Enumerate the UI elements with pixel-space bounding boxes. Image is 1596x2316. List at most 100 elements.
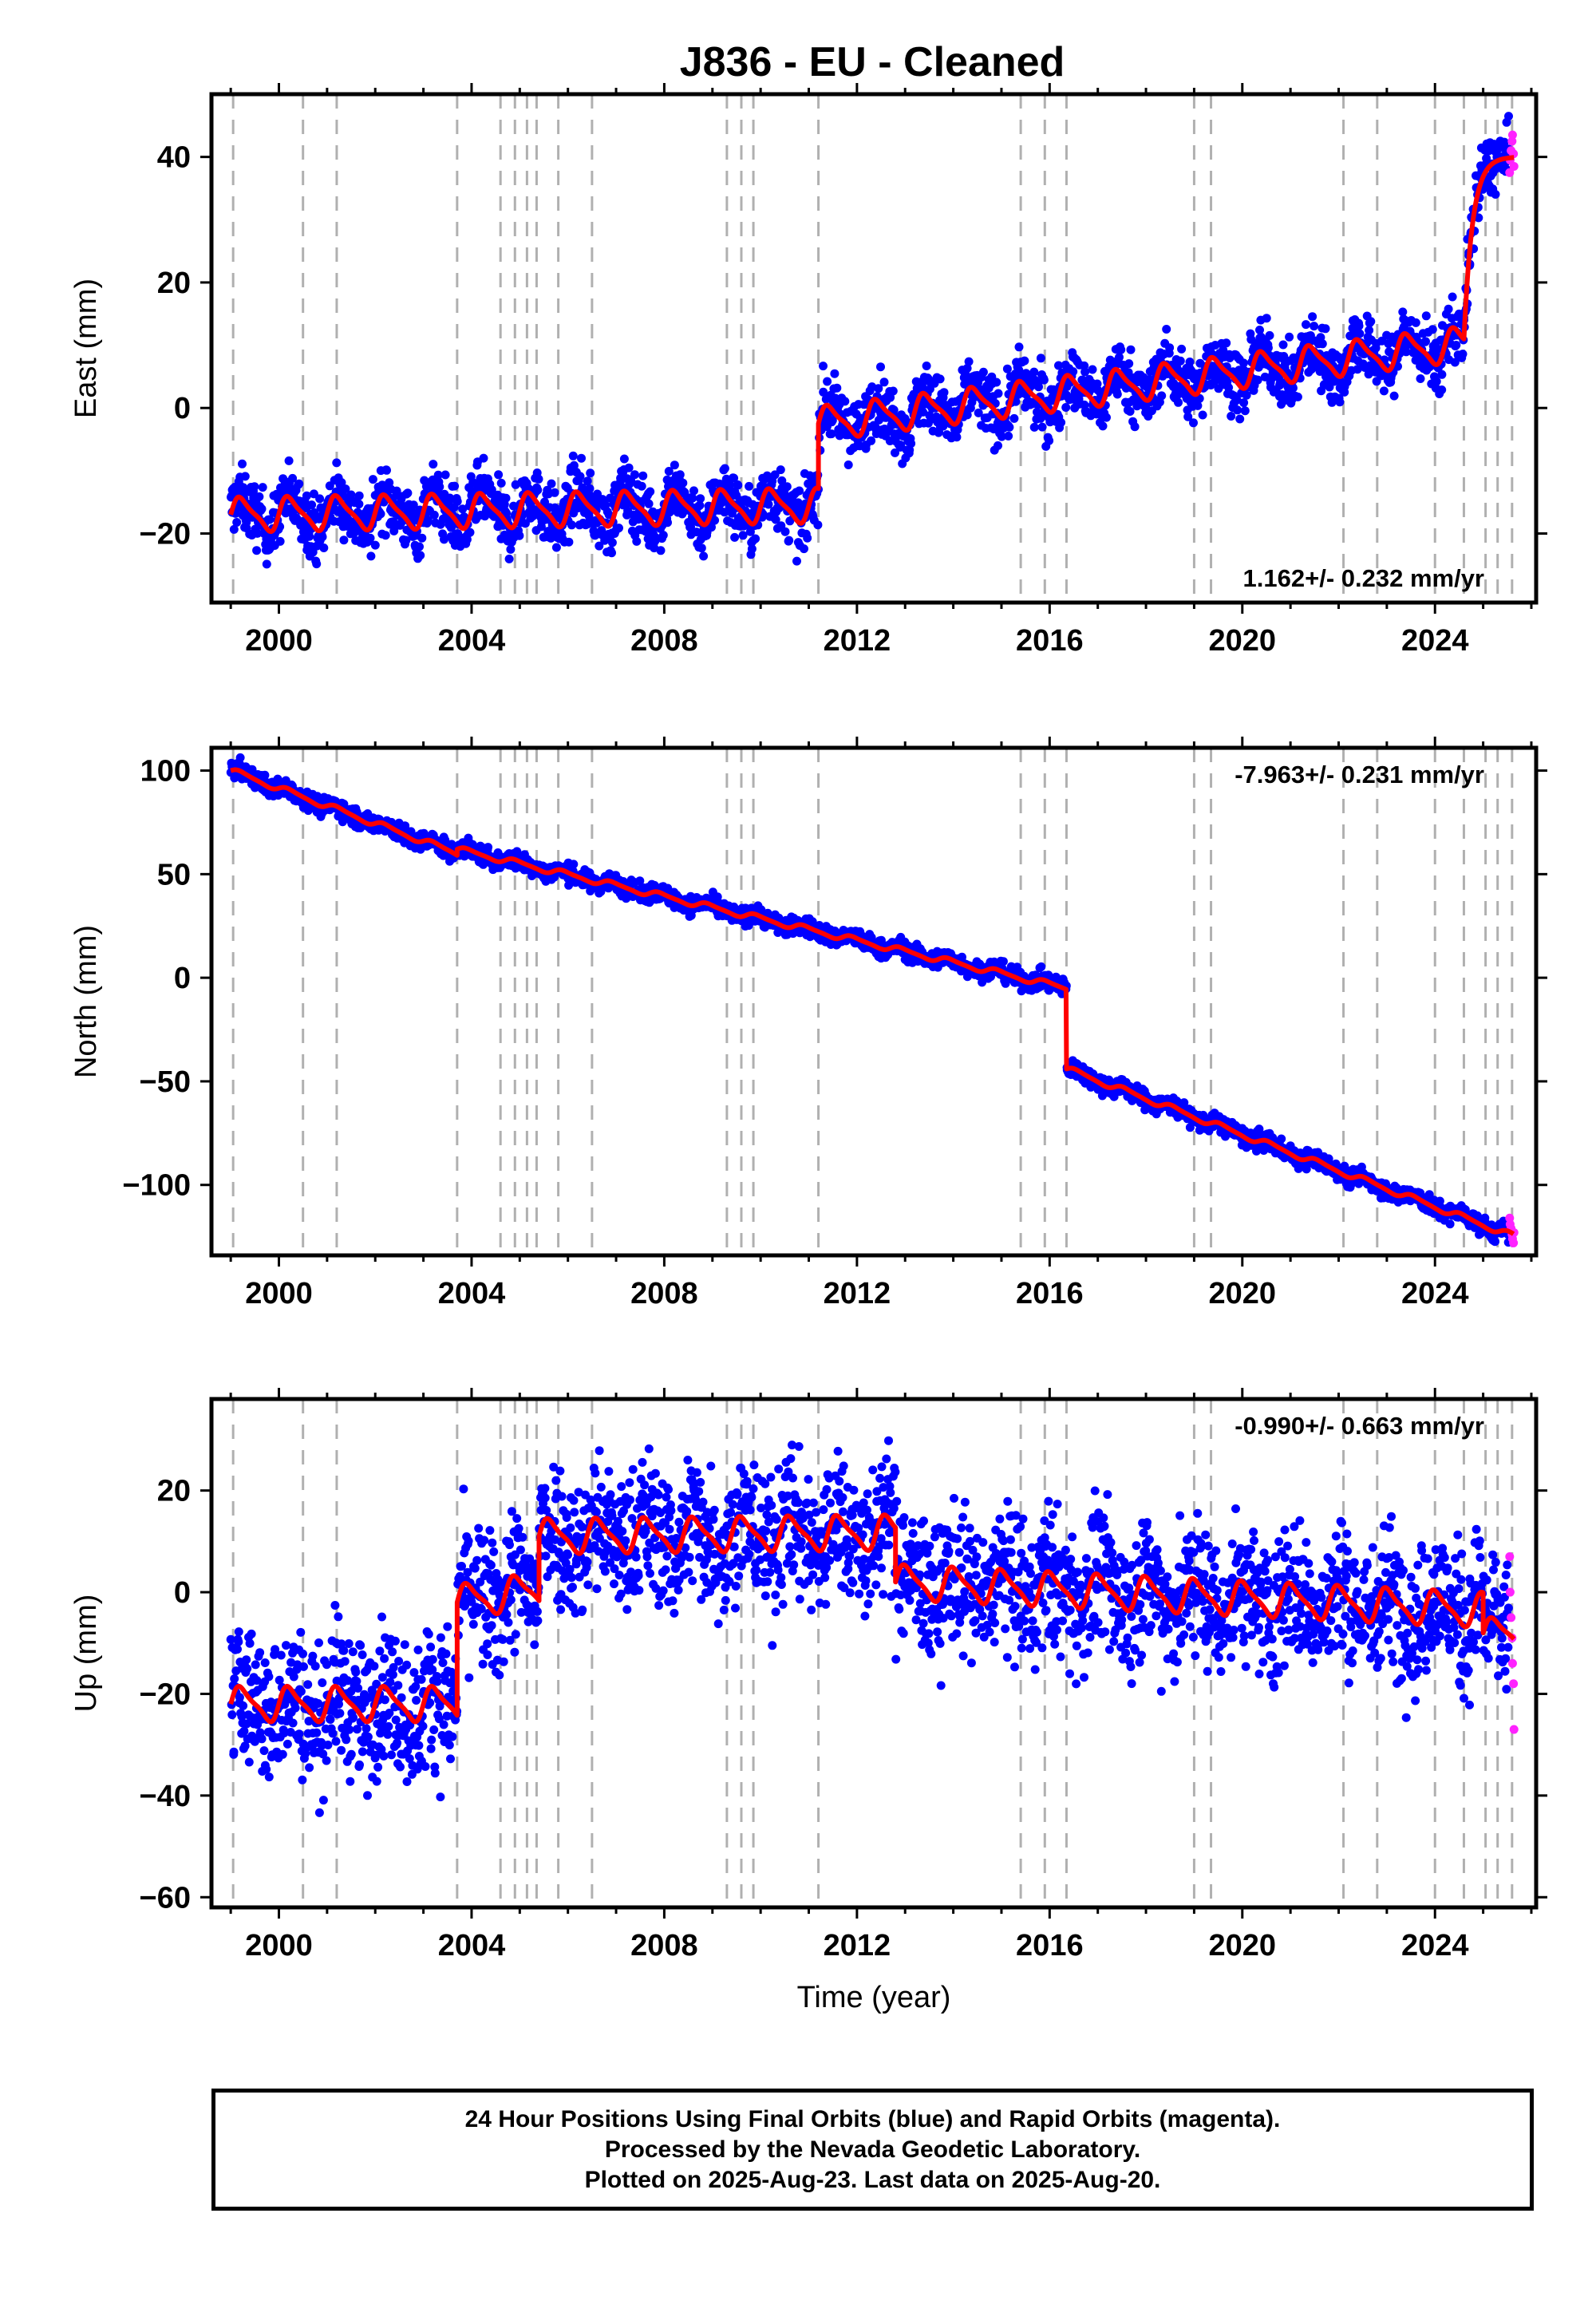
x-tick-label: 2024 bbox=[1401, 624, 1469, 658]
final-orbit-point bbox=[1504, 112, 1513, 121]
final-orbit-point bbox=[710, 516, 720, 525]
final-orbit-point bbox=[1036, 354, 1045, 363]
final-orbit-point bbox=[974, 408, 983, 417]
final-orbit-point bbox=[403, 488, 413, 498]
final-orbit-point bbox=[501, 493, 511, 503]
final-orbit-point bbox=[1262, 314, 1271, 323]
final-orbit-point bbox=[354, 500, 364, 509]
final-orbit-point bbox=[725, 480, 735, 490]
final-orbit-point bbox=[368, 475, 377, 484]
final-orbit-point bbox=[764, 500, 773, 509]
final-orbit-point bbox=[1444, 304, 1453, 314]
final-orbit-point bbox=[644, 499, 654, 508]
final-orbit-point bbox=[664, 467, 674, 476]
final-orbit-point bbox=[688, 493, 697, 503]
x-tick-label: 2004 bbox=[438, 624, 506, 658]
final-orbit-point bbox=[312, 559, 322, 569]
final-orbit-point bbox=[1278, 340, 1288, 350]
final-orbit-point bbox=[738, 531, 748, 540]
final-orbit-point bbox=[547, 479, 556, 488]
final-orbit-point bbox=[675, 470, 685, 480]
final-orbit-point bbox=[382, 465, 391, 475]
final-orbit-point bbox=[730, 532, 740, 542]
final-orbit-point bbox=[680, 488, 689, 497]
final-orbit-point bbox=[733, 480, 743, 490]
final-orbit-point bbox=[585, 484, 595, 493]
final-orbit-point bbox=[1263, 343, 1273, 353]
final-orbit-point bbox=[646, 487, 655, 496]
y-tick-label: 20 bbox=[157, 267, 191, 300]
final-orbit-point bbox=[891, 448, 899, 457]
final-orbit-point bbox=[253, 528, 263, 538]
final-orbit-point bbox=[534, 474, 543, 484]
final-orbit-point bbox=[1185, 358, 1195, 366]
final-orbit-point bbox=[302, 491, 311, 500]
final-orbit-point bbox=[1255, 326, 1264, 334]
final-orbit-point bbox=[423, 516, 433, 525]
final-orbit-point bbox=[1232, 395, 1242, 405]
final-orbit-point bbox=[1014, 342, 1024, 352]
final-orbit-point bbox=[1458, 350, 1468, 359]
final-orbit-point bbox=[638, 471, 648, 480]
final-orbit-point bbox=[1193, 401, 1203, 410]
final-orbit-point bbox=[515, 531, 524, 540]
final-orbit-point bbox=[1482, 153, 1491, 163]
y-tick-label: 40 bbox=[157, 141, 191, 175]
final-orbit-point bbox=[452, 496, 462, 506]
final-orbit-point bbox=[1393, 362, 1402, 371]
final-orbit-point bbox=[265, 515, 275, 524]
final-orbit-point bbox=[1057, 417, 1066, 427]
final-orbit-point bbox=[409, 500, 418, 510]
final-orbit-point bbox=[1102, 413, 1111, 422]
final-orbit-point bbox=[635, 876, 645, 886]
final-orbit-point bbox=[595, 541, 604, 551]
final-orbit-point bbox=[1116, 345, 1126, 354]
final-orbit-point bbox=[896, 441, 906, 450]
final-orbit-point bbox=[650, 543, 659, 553]
final-orbit-point bbox=[533, 485, 543, 495]
final-orbit-point bbox=[1308, 312, 1317, 322]
final-orbit-point bbox=[1265, 330, 1274, 340]
final-orbit-point bbox=[1242, 390, 1251, 400]
final-orbit-point bbox=[569, 860, 579, 869]
final-orbit-point bbox=[1002, 364, 1012, 373]
final-orbit-point bbox=[745, 481, 754, 491]
final-orbit-point bbox=[1126, 345, 1136, 354]
final-orbit-point bbox=[1125, 407, 1135, 416]
final-orbit-point bbox=[780, 527, 790, 536]
model-fit-line bbox=[228, 155, 1515, 535]
final-orbit-point bbox=[782, 482, 792, 492]
final-orbit-point bbox=[275, 536, 285, 546]
final-orbit-point bbox=[938, 421, 948, 431]
final-orbit-point bbox=[376, 509, 385, 519]
final-orbit-point bbox=[1432, 377, 1441, 386]
final-orbit-point bbox=[440, 470, 450, 480]
final-orbit-point bbox=[484, 843, 493, 852]
final-orbit-point bbox=[637, 481, 646, 491]
final-orbit-point bbox=[381, 531, 390, 540]
final-orbit-point bbox=[1004, 431, 1013, 441]
final-orbit-point bbox=[258, 483, 267, 492]
final-orbit-point bbox=[1302, 320, 1310, 330]
final-orbit-point bbox=[1398, 307, 1408, 317]
final-orbit-point bbox=[1034, 382, 1043, 392]
final-orbit-point bbox=[607, 538, 617, 547]
final-orbit-point bbox=[1279, 352, 1289, 361]
final-orbit-point bbox=[1174, 397, 1183, 407]
final-orbit-point bbox=[370, 540, 380, 550]
final-orbit-point bbox=[1277, 1134, 1286, 1144]
final-orbit-point bbox=[1061, 403, 1071, 412]
final-orbit-point bbox=[392, 486, 401, 496]
final-orbit-point bbox=[874, 384, 883, 393]
final-orbit-point bbox=[318, 532, 327, 542]
final-orbit-point bbox=[1029, 422, 1039, 432]
final-orbit-point bbox=[337, 478, 346, 488]
final-orbit-point bbox=[1428, 325, 1437, 334]
final-orbit-point bbox=[795, 486, 804, 496]
final-orbit-point bbox=[509, 501, 518, 511]
plot-area bbox=[227, 94, 1519, 603]
final-orbit-point bbox=[238, 459, 247, 468]
final-orbit-point bbox=[479, 453, 488, 463]
final-orbit-point bbox=[341, 484, 350, 494]
